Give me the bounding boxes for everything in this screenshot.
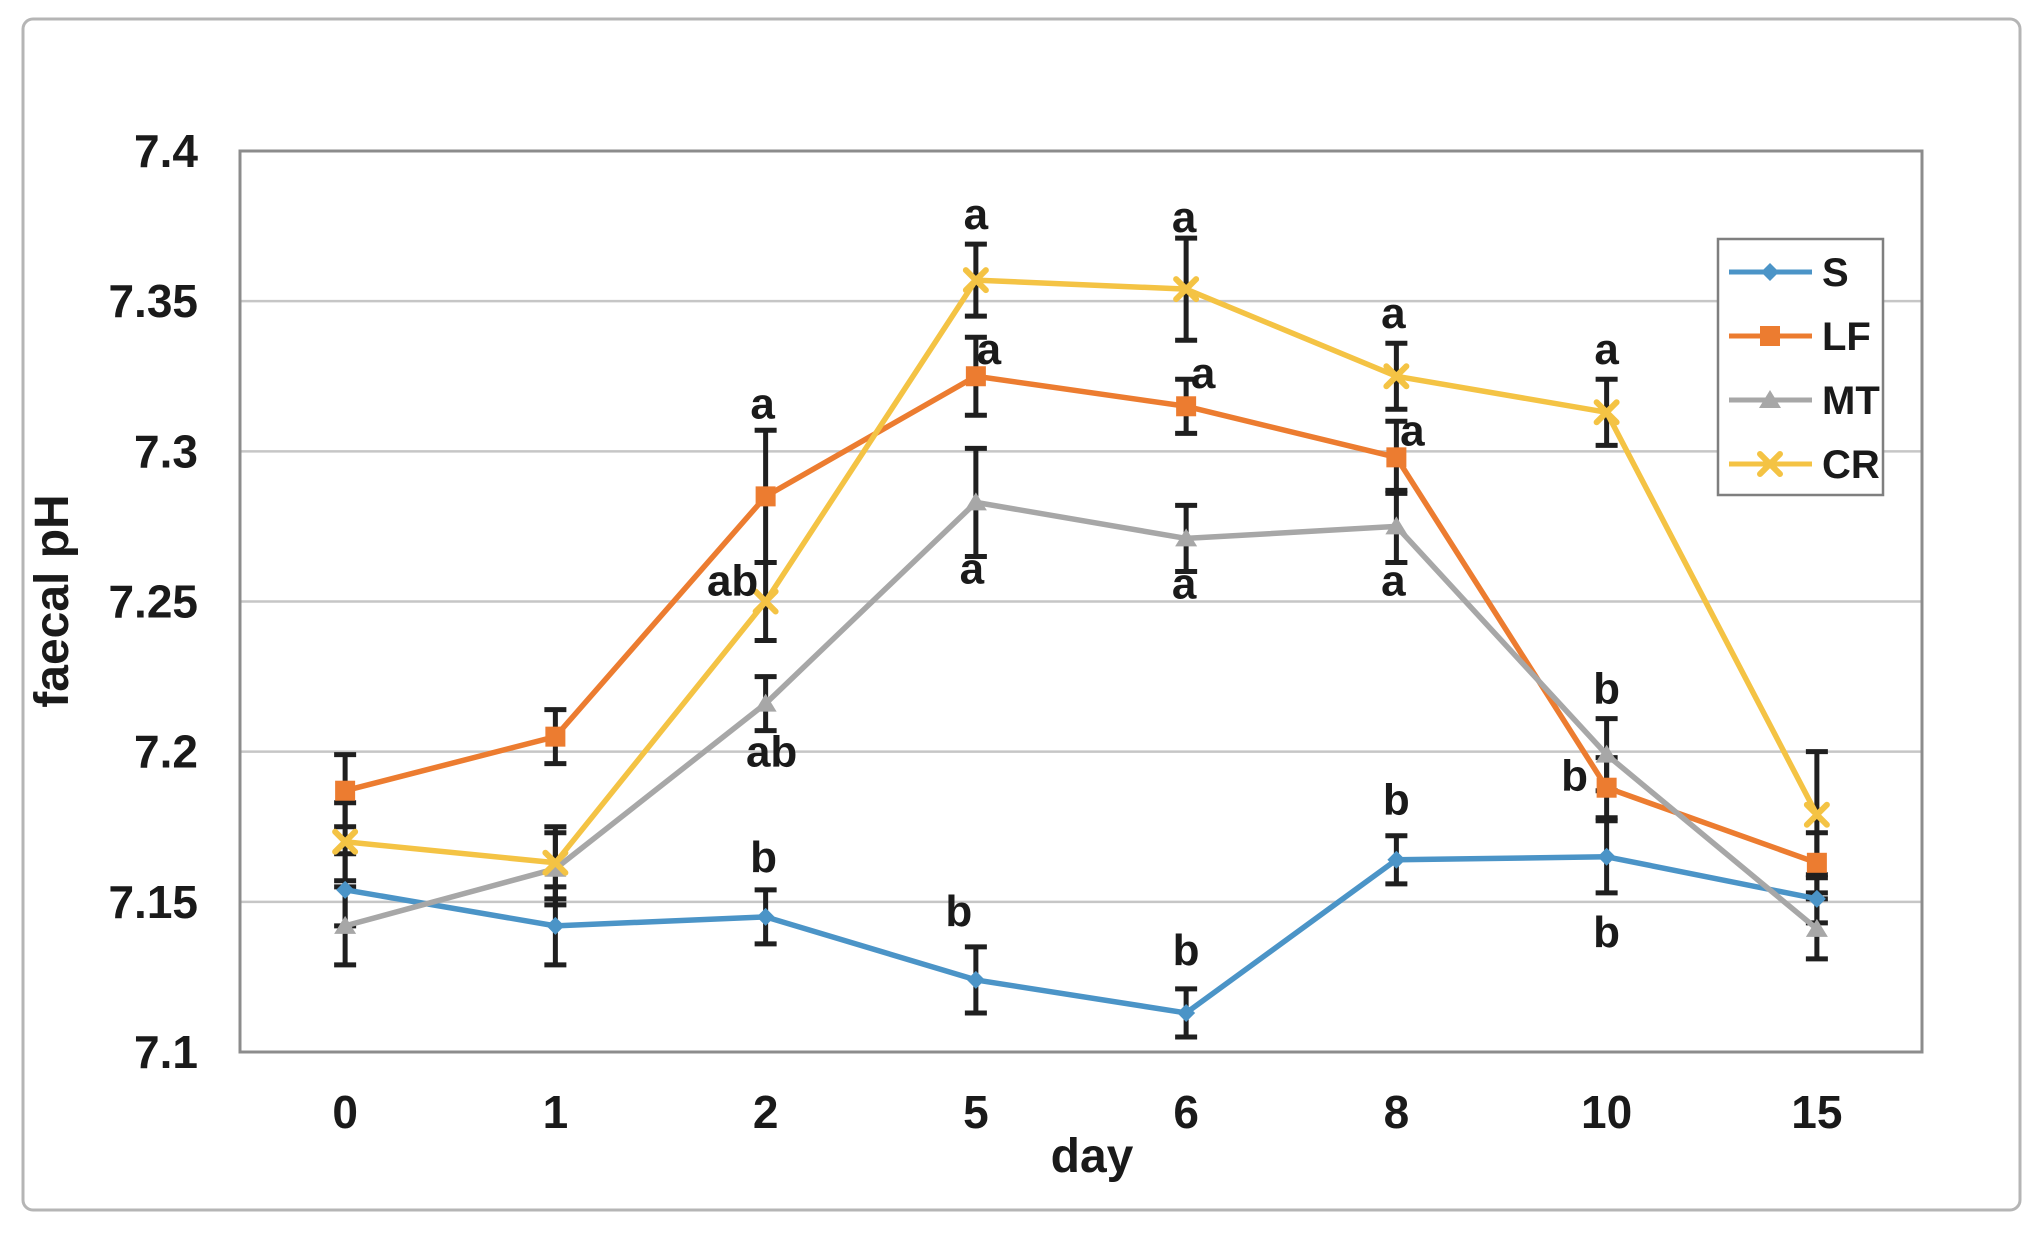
marker-x xyxy=(1803,801,1830,828)
x-tick-label: 10 xyxy=(1581,1086,1632,1138)
significance-letter: a xyxy=(1172,559,1197,608)
marker-x xyxy=(752,588,779,615)
significance-letter: a xyxy=(977,325,1002,374)
marker-x xyxy=(1173,276,1200,303)
marker-square xyxy=(1596,777,1617,798)
series-line-LF xyxy=(344,373,1818,866)
marker-triangle xyxy=(1385,516,1408,535)
series-line-S xyxy=(344,854,1818,1016)
significance-letter: a xyxy=(1172,193,1197,242)
x-tick-label: 1 xyxy=(543,1086,569,1138)
y-tick-label: 7.4 xyxy=(134,125,198,177)
marker-triangle xyxy=(1805,918,1828,937)
series-line-MT xyxy=(344,499,1819,931)
marker-square xyxy=(1386,447,1407,468)
marker-x xyxy=(1593,399,1620,426)
y-tick-label: 7.25 xyxy=(108,576,198,628)
marker-x xyxy=(542,849,569,876)
marker-triangle xyxy=(754,693,777,712)
significance-letter: b xyxy=(750,833,777,882)
significance-letter: b xyxy=(1173,926,1200,975)
marker-triangle xyxy=(1595,744,1618,763)
marker-diamond xyxy=(966,970,985,989)
y-axis-title: faecal pH xyxy=(26,494,79,707)
significance-letter: ab xyxy=(746,728,797,777)
significance-letter: a xyxy=(1381,556,1406,605)
marker-square xyxy=(755,486,776,507)
legend-label-CR: CR xyxy=(1822,443,1880,487)
marker-triangle xyxy=(1759,390,1781,408)
y-tick-label: 7.1 xyxy=(134,1026,198,1078)
significance-letter: a xyxy=(964,190,989,239)
x-tick-label: 2 xyxy=(753,1086,779,1138)
marker-diamond xyxy=(1761,263,1779,281)
marker-diamond xyxy=(1387,850,1406,869)
plot-border xyxy=(238,149,1924,1054)
y-tick-label: 7.2 xyxy=(134,726,198,778)
significance-letter: b xyxy=(1561,752,1588,801)
marker-square xyxy=(335,780,356,801)
significance-letter: a xyxy=(1400,406,1425,455)
marker-triangle xyxy=(964,492,987,511)
marker-square xyxy=(1176,396,1197,417)
significance-letter: a xyxy=(750,379,775,428)
marker-x xyxy=(1757,451,1783,477)
x-tick-label: 5 xyxy=(963,1086,989,1138)
x-tick-label: 15 xyxy=(1791,1086,1842,1138)
significance-letter: ab xyxy=(707,556,758,605)
marker-square xyxy=(1760,326,1780,346)
legend-label-S: S xyxy=(1822,251,1849,295)
marker-triangle xyxy=(1175,528,1198,547)
marker-x xyxy=(1383,363,1410,390)
significance-letter: b xyxy=(1593,908,1620,957)
figure-border xyxy=(21,17,2022,1212)
marker-diamond xyxy=(1177,1003,1196,1022)
marker-diamond xyxy=(1807,889,1826,908)
significance-letter: b xyxy=(1383,776,1410,825)
marker-diamond xyxy=(336,880,355,899)
legend-label-MT: MT xyxy=(1822,379,1880,423)
significance-letter: a xyxy=(1594,325,1619,374)
marker-diamond xyxy=(546,916,565,935)
legend-box xyxy=(1716,237,1885,497)
y-tick-label: 7.15 xyxy=(108,876,198,928)
marker-square xyxy=(545,726,566,747)
series-line-CR xyxy=(344,277,1820,866)
y-tick-label: 7.3 xyxy=(134,425,198,477)
significance-letter: a xyxy=(1381,289,1406,338)
marker-x xyxy=(962,267,989,294)
x-axis-title: day xyxy=(1051,1130,1134,1183)
marker-triangle xyxy=(334,915,357,934)
significance-letter: a xyxy=(960,544,985,593)
significance-letter: b xyxy=(945,887,972,936)
x-tick-label: 0 xyxy=(332,1086,358,1138)
significance-letter: a xyxy=(1191,349,1216,398)
significance-letter: b xyxy=(1593,665,1620,714)
marker-x xyxy=(332,828,359,855)
x-tick-label: 6 xyxy=(1173,1086,1199,1138)
y-tick-label: 7.35 xyxy=(108,275,198,327)
marker-diamond xyxy=(1597,847,1616,866)
marker-square xyxy=(965,366,986,387)
marker-square xyxy=(1806,852,1827,873)
legend-label-LF: LF xyxy=(1822,315,1871,359)
x-tick-label: 8 xyxy=(1384,1086,1410,1138)
marker-diamond xyxy=(756,907,775,926)
